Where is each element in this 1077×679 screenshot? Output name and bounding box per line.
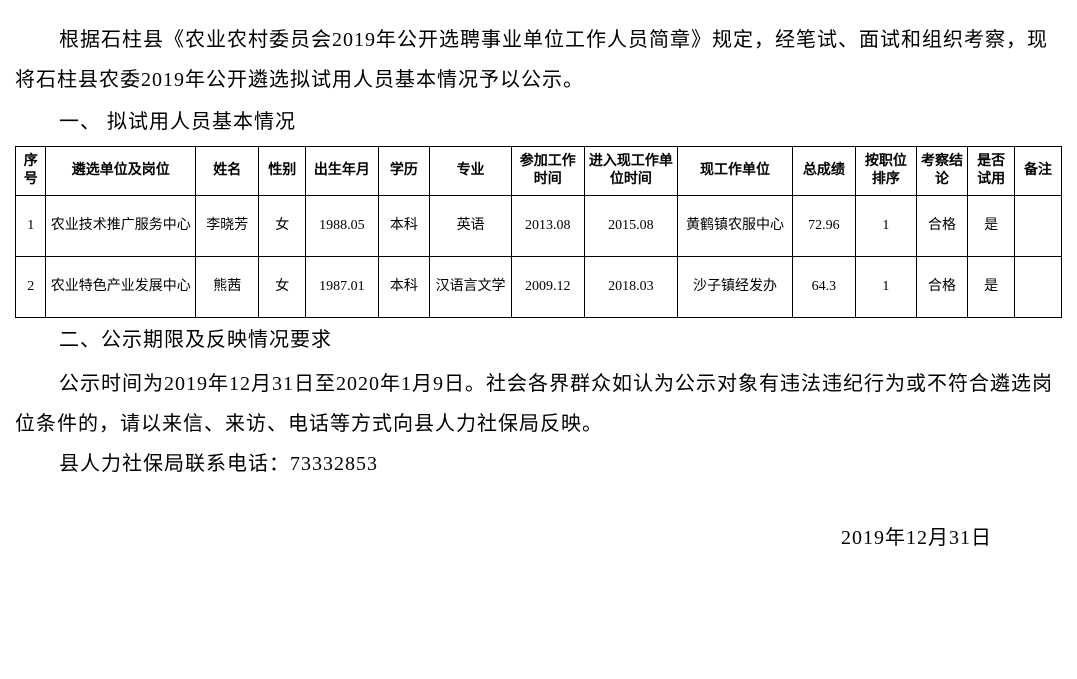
cell-name: 李晓芳 <box>196 196 259 257</box>
cell-major: 汉语言文学 <box>430 257 512 318</box>
th-birth: 出生年月 <box>306 147 379 196</box>
th-rank: 按职位排序 <box>855 147 916 196</box>
signature-date: 2019年12月31日 <box>15 518 1062 558</box>
th-major: 专业 <box>430 147 512 196</box>
document-body: 根据石柱县《农业农村委员会2019年公开选聘事业单位工作人员简章》规定，经笔试、… <box>0 0 1077 588</box>
cell-part: 2009.12 <box>512 257 585 318</box>
cell-trial: 是 <box>968 196 1015 257</box>
cell-enter: 2018.03 <box>584 257 678 318</box>
cell-score: 72.96 <box>792 196 855 257</box>
cell-enter: 2015.08 <box>584 196 678 257</box>
cell-remark <box>1015 257 1062 318</box>
th-part: 参加工作时间 <box>512 147 585 196</box>
cell-seq: 1 <box>16 196 46 257</box>
table-row: 1 农业技术推广服务中心 李晓芳 女 1988.05 本科 英语 2013.08… <box>16 196 1062 257</box>
th-seq: 序号 <box>16 147 46 196</box>
cell-birth: 1987.01 <box>306 257 379 318</box>
cell-work: 黄鹤镇农服中心 <box>678 196 793 257</box>
cell-gender: 女 <box>259 196 306 257</box>
cell-major: 英语 <box>430 196 512 257</box>
cell-exam: 合格 <box>916 257 967 318</box>
table-header-row: 序号 遴选单位及岗位 姓名 性别 出生年月 学历 专业 参加工作时间 进入现工作… <box>16 147 1062 196</box>
cell-unit: 农业技术推广服务中心 <box>46 196 196 257</box>
cell-remark <box>1015 196 1062 257</box>
cell-edu: 本科 <box>378 257 429 318</box>
th-enter: 进入现工作单位时间 <box>584 147 678 196</box>
th-remark: 备注 <box>1015 147 1062 196</box>
th-score: 总成绩 <box>792 147 855 196</box>
section2-p1: 公示时间为2019年12月31日至2020年1月9日。社会各界群众如认为公示对象… <box>15 364 1062 444</box>
cell-seq: 2 <box>16 257 46 318</box>
section2-heading: 二、公示期限及反映情况要求 <box>15 320 1062 360</box>
th-trial: 是否试用 <box>968 147 1015 196</box>
personnel-table: 序号 遴选单位及岗位 姓名 性别 出生年月 学历 专业 参加工作时间 进入现工作… <box>15 146 1062 318</box>
cell-rank: 1 <box>855 196 916 257</box>
th-exam: 考察结论 <box>916 147 967 196</box>
cell-part: 2013.08 <box>512 196 585 257</box>
cell-rank: 1 <box>855 257 916 318</box>
cell-edu: 本科 <box>378 196 429 257</box>
section2-p2: 县人力社保局联系电话：73332853 <box>15 444 1062 484</box>
th-work: 现工作单位 <box>678 147 793 196</box>
th-unit: 遴选单位及岗位 <box>46 147 196 196</box>
cell-name: 熊茜 <box>196 257 259 318</box>
cell-birth: 1988.05 <box>306 196 379 257</box>
th-gender: 性别 <box>259 147 306 196</box>
table-row: 2 农业特色产业发展中心 熊茜 女 1987.01 本科 汉语言文学 2009.… <box>16 257 1062 318</box>
cell-exam: 合格 <box>916 196 967 257</box>
section1-heading: 一、 拟试用人员基本情况 <box>15 102 1062 142</box>
th-edu: 学历 <box>378 147 429 196</box>
intro-paragraph: 根据石柱县《农业农村委员会2019年公开选聘事业单位工作人员简章》规定，经笔试、… <box>15 20 1062 100</box>
cell-unit: 农业特色产业发展中心 <box>46 257 196 318</box>
cell-score: 64.3 <box>792 257 855 318</box>
th-name: 姓名 <box>196 147 259 196</box>
cell-trial: 是 <box>968 257 1015 318</box>
cell-work: 沙子镇经发办 <box>678 257 793 318</box>
cell-gender: 女 <box>259 257 306 318</box>
